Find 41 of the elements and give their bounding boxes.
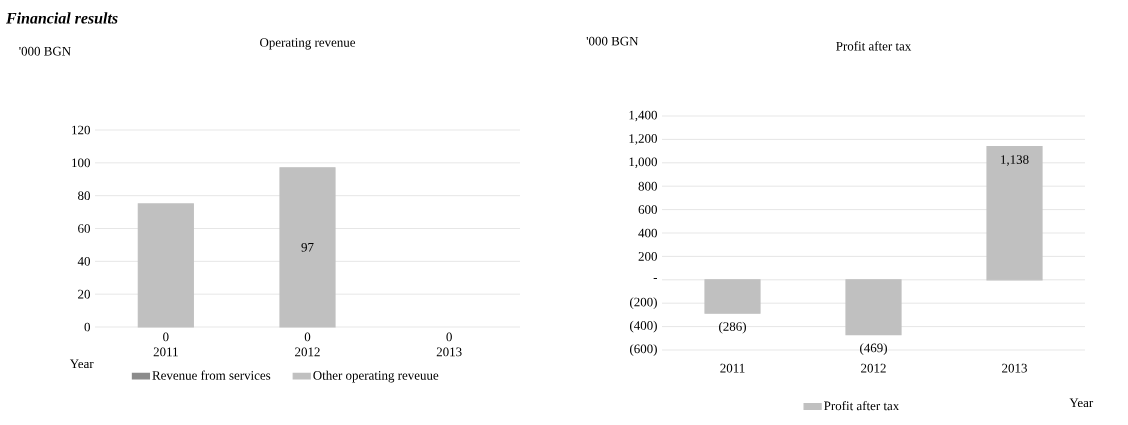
data-label: (286) xyxy=(719,321,746,334)
y-tick-label: 60 xyxy=(78,224,90,233)
y-tick-label: 100 xyxy=(72,158,90,168)
legend-label: Revenue from services xyxy=(152,370,271,380)
data-label: (469) xyxy=(860,343,887,355)
chart-title: Profit after tax xyxy=(836,41,912,51)
y-tick-label: 800 xyxy=(638,181,657,191)
x-tick-label: 2013 xyxy=(1002,363,1027,373)
y-tick-label: 1,200 xyxy=(629,134,657,145)
data-label: 0 xyxy=(446,332,452,342)
x-tick-label: 2011 xyxy=(153,347,178,357)
y-tick-label: (200) xyxy=(630,297,657,310)
legend-label: Profit after tax xyxy=(824,400,900,411)
y-tick-label: 1,000 xyxy=(629,157,657,169)
x-tick-label: 2012 xyxy=(861,363,886,373)
y-tick-label: (600) xyxy=(630,344,657,356)
chart-title: Operating revenue xyxy=(260,38,356,50)
x-tick-label: 2012 xyxy=(295,347,320,357)
data-label: 97 xyxy=(301,243,314,252)
y-tick-label: 0 xyxy=(84,322,90,332)
y-tick-label: - xyxy=(653,278,658,279)
x-axis-title: Year xyxy=(69,359,94,369)
text: Financial results xyxy=(6,12,118,24)
data-label: 0 xyxy=(163,332,169,342)
y-tick-label: 120 xyxy=(72,125,90,135)
x-tick-label: 2013 xyxy=(436,347,462,357)
y-axis-title: '000 BGN xyxy=(586,36,639,46)
y-axis-title: '000 BGN xyxy=(19,46,71,56)
legend-label: Other operating reveuue xyxy=(313,370,439,383)
x-axis-title: Year xyxy=(1069,398,1094,408)
data-label: 0 xyxy=(304,332,311,342)
y-tick-label: 40 xyxy=(77,256,90,266)
y-tick-label: 200 xyxy=(638,252,657,261)
y-tick-label: (400) xyxy=(630,320,657,333)
x-tick-label: 2011 xyxy=(720,363,745,373)
y-tick-label: 20 xyxy=(78,289,90,299)
y-tick-label: 1,400 xyxy=(629,110,657,122)
y-tick-label: 400 xyxy=(638,228,657,238)
data-label: 1,138 xyxy=(1001,155,1029,166)
y-tick-label: 600 xyxy=(638,205,657,214)
y-tick-label: 80 xyxy=(78,191,90,201)
